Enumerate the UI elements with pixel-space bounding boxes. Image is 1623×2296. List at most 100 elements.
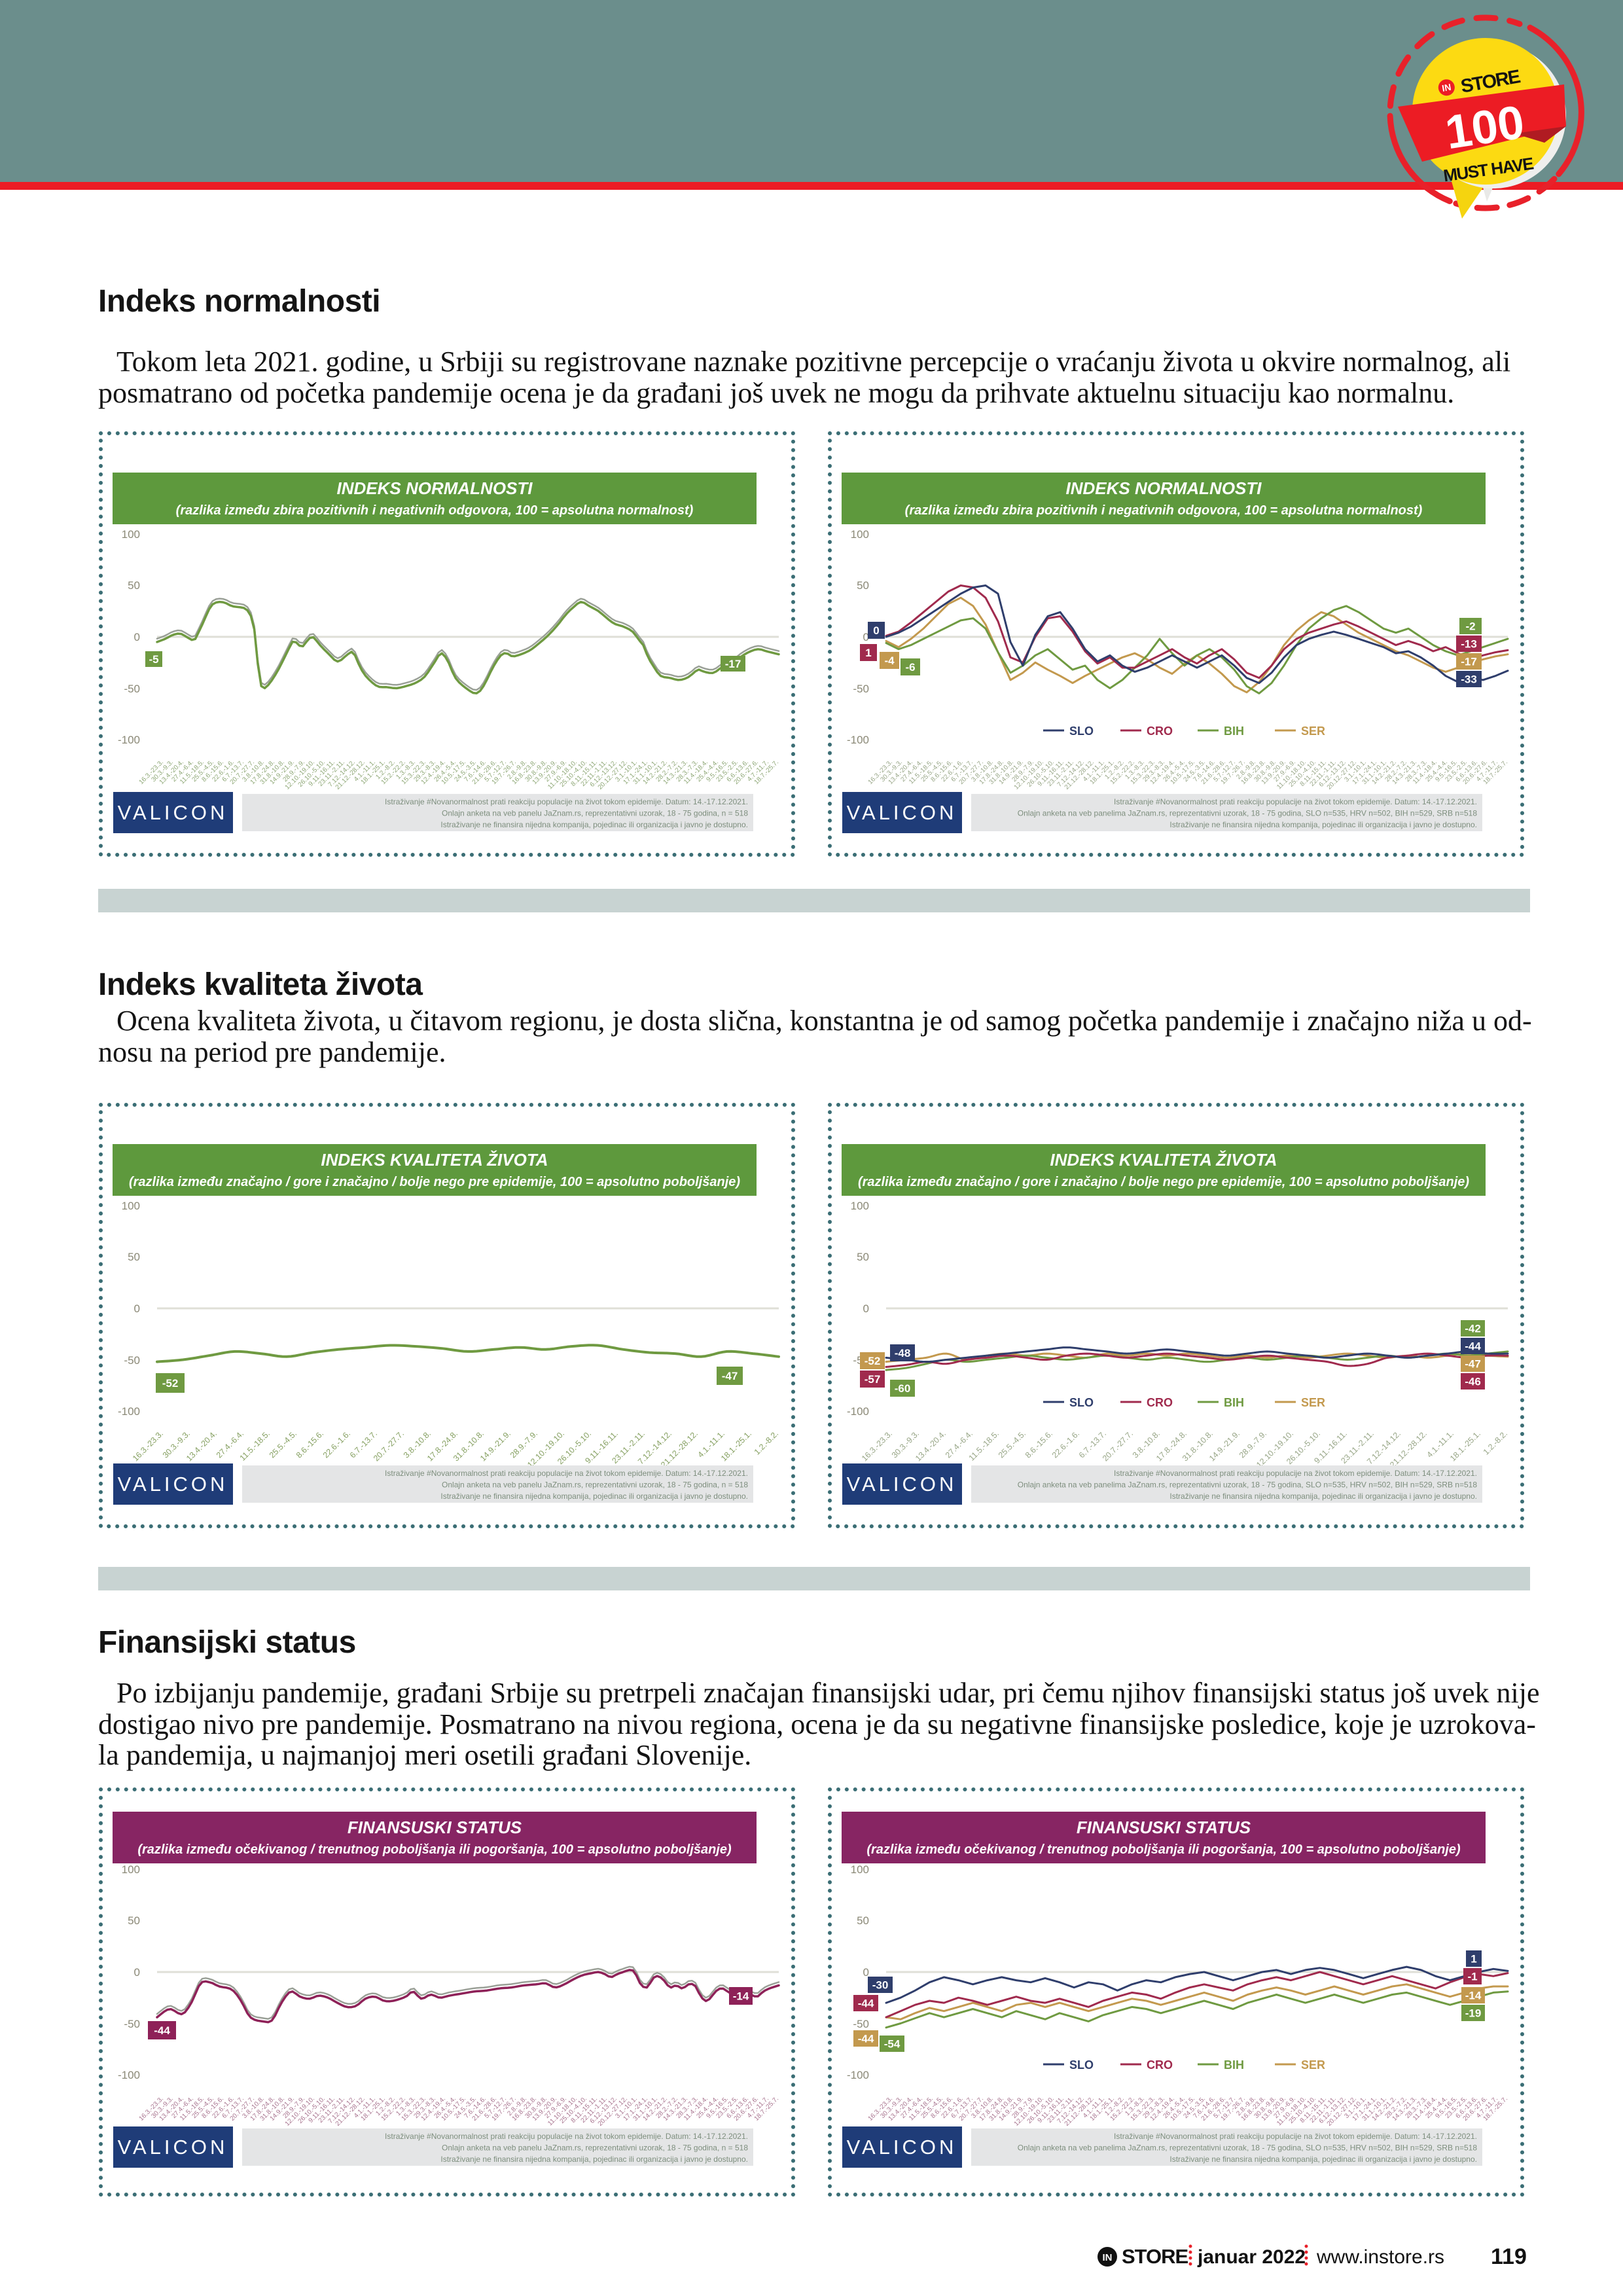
- svg-text:-100: -100: [118, 2069, 140, 2081]
- svg-text:100: 100: [851, 1200, 869, 1212]
- svg-text:-44: -44: [858, 2033, 874, 2045]
- svg-text:Onlajn anketa na veb panelima: Onlajn anketa na veb panelima JaZnam.rs,…: [1018, 2144, 1478, 2153]
- svg-text:-2: -2: [1465, 620, 1475, 633]
- svg-text:www.instore.rs: www.instore.rs: [1316, 2246, 1444, 2268]
- svg-text:-17: -17: [1461, 656, 1477, 668]
- svg-text:-50: -50: [853, 683, 869, 695]
- svg-text:VALICON: VALICON: [118, 801, 228, 824]
- svg-text:VALICON: VALICON: [847, 2136, 957, 2159]
- svg-text:SER: SER: [1301, 1396, 1325, 1409]
- svg-text:-100: -100: [118, 734, 140, 746]
- svg-text:FINANSUSKI STATUS: FINANSUSKI STATUS: [1077, 1818, 1251, 1837]
- svg-text:0: 0: [134, 631, 140, 643]
- svg-text:SLO: SLO: [1069, 725, 1094, 738]
- svg-text:-4: -4: [884, 655, 895, 667]
- svg-text:1: 1: [1471, 1953, 1476, 1965]
- svg-text:50: 50: [128, 1914, 140, 1927]
- svg-text:-100: -100: [847, 2069, 869, 2081]
- svg-text:22.6.-1.6.: 22.6.-1.6.: [1050, 1429, 1081, 1460]
- svg-text:Istraživanje ne finansira nije: Istraživanje ne finansira nijedna kompan…: [1169, 2155, 1477, 2164]
- svg-text:Istraživanje ne finansira nije: Istraživanje ne finansira nijedna kompan…: [1169, 1492, 1477, 1501]
- svg-text:-44: -44: [154, 2024, 170, 2037]
- svg-text:1.2.-8.2.: 1.2.-8.2.: [753, 1429, 780, 1456]
- svg-text:SER: SER: [1301, 2058, 1325, 2072]
- svg-text:0: 0: [863, 631, 869, 643]
- svg-text:0: 0: [863, 1966, 869, 1979]
- svg-text:Istraživanje #Novanormalnost p: Istraživanje #Novanormalnost prati reakc…: [1114, 2132, 1477, 2141]
- svg-text:(razlika između značajno / gor: (razlika između značajno / gore i značaj…: [858, 1175, 1469, 1189]
- svg-text:1: 1: [865, 647, 871, 659]
- svg-text:-100: -100: [847, 734, 869, 746]
- svg-text:-60: -60: [895, 1382, 911, 1395]
- svg-text:CRO: CRO: [1147, 2058, 1173, 2072]
- svg-text:IN: IN: [1441, 82, 1452, 94]
- svg-text:-44: -44: [1465, 1340, 1481, 1353]
- svg-text:-44: -44: [858, 1998, 874, 2010]
- svg-text:-50: -50: [124, 1354, 140, 1367]
- svg-text:Istraživanje ne finansira nije: Istraživanje ne finansira nijedna kompan…: [440, 1492, 748, 1501]
- svg-text:Istraživanje ne finansira nije: Istraživanje ne finansira nijedna kompan…: [440, 2155, 748, 2164]
- svg-text:(razlika između zbira pozitivn: (razlika između zbira pozitivnih i negat…: [176, 503, 694, 518]
- svg-text:100: 100: [122, 1200, 140, 1212]
- svg-text:Onlajn anketa na veb panelu Ja: Onlajn anketa na veb panelu JaZnam.rs, r…: [442, 1480, 748, 1490]
- svg-text:-17: -17: [725, 658, 741, 670]
- svg-text:16.3.-23.3.: 16.3.-23.3.: [131, 1429, 165, 1463]
- svg-text:(razlika između očekivanog / t: (razlika između očekivanog / trenutnog p…: [866, 1842, 1461, 1857]
- svg-text:100: 100: [122, 1863, 140, 1876]
- svg-text:50: 50: [857, 1251, 869, 1263]
- svg-text:IN: IN: [1103, 2252, 1113, 2263]
- svg-text:-100: -100: [847, 1405, 869, 1418]
- svg-text:INDEKS KVALITETA ŽIVOTA: INDEKS KVALITETA ŽIVOTA: [321, 1150, 548, 1170]
- svg-text:100: 100: [1442, 96, 1527, 160]
- svg-text:-1: -1: [1467, 1971, 1477, 1983]
- svg-text:BIH: BIH: [1224, 1396, 1244, 1409]
- svg-text:CRO: CRO: [1147, 1396, 1173, 1409]
- svg-text:-33: -33: [1461, 673, 1477, 686]
- svg-text:50: 50: [128, 1251, 140, 1263]
- svg-text:(razlika između očekivanog / t: (razlika između očekivanog / trenutnog p…: [137, 1842, 732, 1857]
- svg-text:VALICON: VALICON: [847, 801, 957, 824]
- svg-text:-5: -5: [149, 653, 158, 666]
- svg-text:(razlika između zbira pozitivn: (razlika između zbira pozitivnih i negat…: [905, 503, 1423, 518]
- svg-text:-50: -50: [853, 2018, 869, 2030]
- svg-text:Istraživanje #Novanormalnost p: Istraživanje #Novanormalnost prati reakc…: [385, 1469, 748, 1478]
- svg-text:22.6.-1.6.: 22.6.-1.6.: [321, 1429, 352, 1460]
- svg-text:Istraživanje #Novanormalnost p: Istraživanje #Novanormalnost prati reakc…: [1114, 1469, 1477, 1478]
- svg-text:-100: -100: [118, 1405, 140, 1418]
- svg-text:100: 100: [851, 1863, 869, 1876]
- svg-text:Onlajn anketa na veb panelima: Onlajn anketa na veb panelima JaZnam.rs,…: [1018, 1480, 1478, 1490]
- svg-text:SLO: SLO: [1069, 1396, 1094, 1409]
- svg-text:0: 0: [134, 1966, 140, 1979]
- svg-text:-46: -46: [1465, 1376, 1481, 1388]
- svg-text:Istraživanje #Novanormalnost p: Istraživanje #Novanormalnost prati reakc…: [385, 2132, 748, 2141]
- svg-text:-13: -13: [1461, 638, 1477, 651]
- svg-text:50: 50: [128, 579, 140, 592]
- svg-text:-6: -6: [905, 661, 915, 673]
- svg-text:-30: -30: [872, 1979, 889, 1992]
- svg-text:Istraživanje ne finansira nije: Istraživanje ne finansira nijedna kompan…: [1169, 820, 1477, 829]
- svg-text:0: 0: [873, 624, 879, 637]
- svg-text:januar 2022: januar 2022: [1197, 2246, 1306, 2268]
- svg-text:Istraživanje #Novanormalnost p: Istraživanje #Novanormalnost prati reakc…: [385, 797, 748, 806]
- svg-text:(razlika između značajno / gor: (razlika između značajno / gore i značaj…: [129, 1175, 740, 1189]
- svg-text:BIH: BIH: [1224, 2058, 1244, 2072]
- svg-text:VALICON: VALICON: [118, 1473, 228, 1496]
- svg-text:STORE: STORE: [1122, 2245, 1188, 2268]
- svg-text:SLO: SLO: [1069, 2058, 1094, 2072]
- svg-text:8.6.-15.6.: 8.6.-15.6.: [1024, 1429, 1054, 1460]
- svg-text:BIH: BIH: [1224, 725, 1244, 738]
- svg-text:Istraživanje ne finansira nije: Istraživanje ne finansira nijedna kompan…: [440, 820, 748, 829]
- svg-text:-57: -57: [865, 1373, 881, 1386]
- svg-text:Istraživanje #Novanormalnost p: Istraživanje #Novanormalnost prati reakc…: [1114, 797, 1477, 806]
- svg-text:25.5.-4.5.: 25.5.-4.5.: [997, 1429, 1027, 1460]
- svg-text:-52: -52: [865, 1355, 881, 1367]
- svg-text:Onlajn anketa na veb panelima: Onlajn anketa na veb panelima JaZnam.rs,…: [1018, 809, 1478, 818]
- svg-text:25.5.-4.5.: 25.5.-4.5.: [268, 1429, 298, 1460]
- svg-text:-42: -42: [1465, 1323, 1481, 1335]
- svg-text:FINANSUSKI STATUS: FINANSUSKI STATUS: [348, 1818, 522, 1837]
- svg-text:100: 100: [122, 528, 140, 541]
- svg-text:-48: -48: [895, 1347, 911, 1359]
- svg-text:-19: -19: [1465, 2007, 1482, 2020]
- svg-text:-54: -54: [884, 2038, 901, 2051]
- svg-text:-14: -14: [1465, 1990, 1482, 2002]
